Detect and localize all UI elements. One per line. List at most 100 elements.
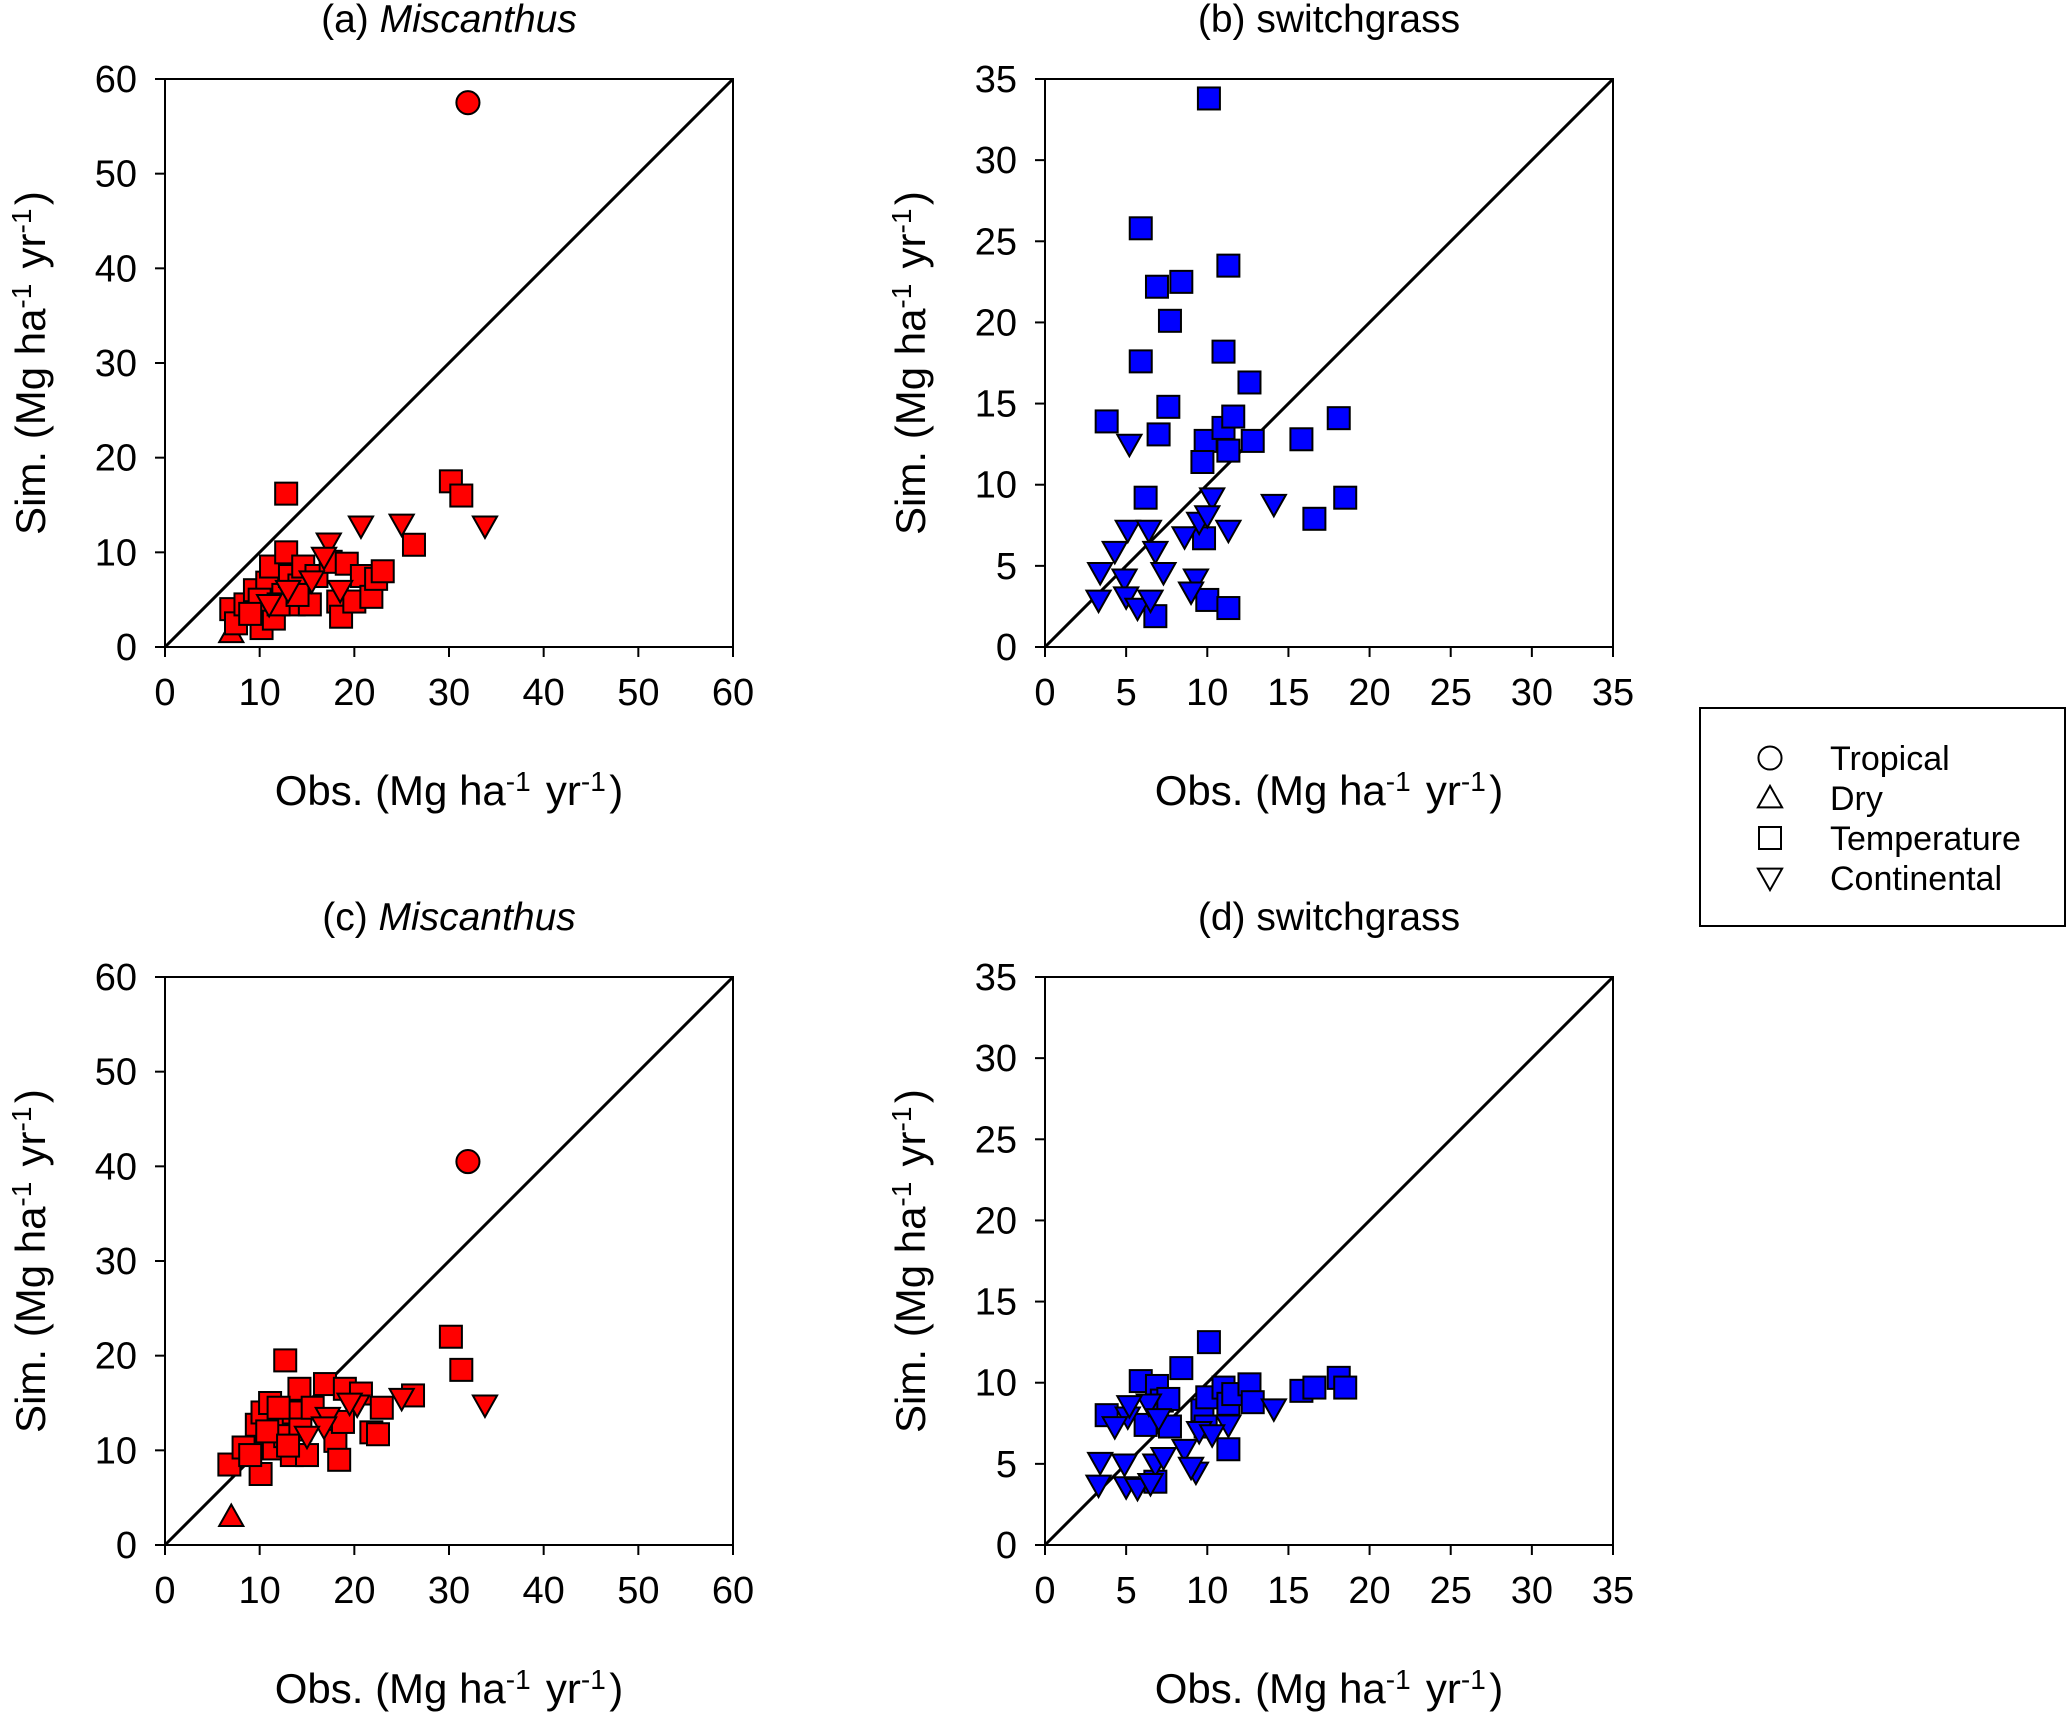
data-point-triangle-down: [1136, 1472, 1165, 1498]
data-point-triangle-down: [1086, 561, 1114, 587]
data-point-square: [1237, 370, 1262, 395]
data-point-square: [1190, 449, 1215, 474]
data-point-triangle-down: [1141, 540, 1170, 566]
data-point-square: [1157, 308, 1182, 333]
data-point-triangle-down: [1123, 597, 1152, 623]
x-tick-label: 40: [523, 672, 565, 714]
y-axis-label: Sim. (Mg ha-1 yr-1 ): [6, 191, 54, 535]
data-point-square: [1211, 339, 1236, 364]
data-point-triangle-down: [1260, 493, 1288, 519]
y-tick-label: 30: [975, 1038, 1017, 1080]
data-point-square: [274, 481, 299, 506]
data-point-triangle-down: [326, 579, 354, 605]
panel-title: (a) Miscanthus: [321, 0, 577, 41]
data-point-square: [1326, 406, 1351, 431]
data-points: [217, 90, 499, 644]
x-tick-label: 35: [1592, 672, 1634, 714]
data-point-square: [370, 559, 395, 584]
data-point-square: [287, 1376, 312, 1401]
x-tick-label: 0: [154, 1570, 175, 1612]
data-point-triangle-down: [1084, 1474, 1113, 1500]
data-point-triangle-down: [1182, 568, 1210, 593]
y-tick-label: 50: [95, 154, 137, 196]
x-tick-label: 10: [1186, 1570, 1228, 1612]
data-point-square: [1289, 427, 1314, 452]
x-tick-label: 50: [617, 1570, 659, 1612]
data-point-square: [1195, 587, 1220, 612]
legend-label: Dry: [1830, 780, 1883, 818]
data-point-triangle-down: [274, 579, 302, 605]
x-tick-label: 0: [1034, 672, 1055, 714]
y-tick-label: 5: [996, 546, 1017, 588]
data-point-triangle-down: [1115, 1395, 1144, 1420]
data-point-triangle-down: [335, 1392, 364, 1418]
data-point-triangle-down: [314, 532, 343, 558]
x-tick-label: 10: [239, 1570, 281, 1612]
one-to-one-line: [163, 77, 735, 649]
data-point-square: [1196, 86, 1221, 111]
x-axis-label: Obs. (Mg ha-1 yr-1 ): [1155, 1664, 1504, 1712]
data-point-square: [369, 1395, 394, 1420]
x-tick-label: 20: [333, 1570, 375, 1612]
legend-item: Dry: [1756, 780, 1883, 818]
data-point-square: [266, 1395, 291, 1420]
legend-square-icon: [1758, 826, 1782, 850]
y-tick-label: 15: [975, 384, 1017, 426]
data-point-triangle-down: [1135, 1393, 1163, 1418]
x-tick-label: 10: [239, 672, 281, 714]
x-tick-label: 15: [1267, 1570, 1309, 1612]
data-point-square: [238, 1443, 263, 1468]
x-tick-label: 0: [154, 672, 175, 714]
data-point-triangle-down: [347, 515, 375, 540]
data-point-square: [1216, 1437, 1241, 1462]
data-point-triangle-down: [387, 513, 416, 539]
y-tick-label: 20: [95, 1336, 137, 1378]
y-tick-label: 20: [975, 1200, 1017, 1242]
plot-frame: [1044, 78, 1614, 648]
y-tick-label: 30: [95, 1241, 137, 1283]
y-tick-label: 10: [975, 465, 1017, 507]
panel-title: (d) switchgrass: [1198, 896, 1460, 939]
y-tick-label: 15: [975, 1282, 1017, 1324]
data-point-square: [1302, 1375, 1327, 1400]
x-tick-label: 25: [1430, 672, 1472, 714]
y-tick-label: 40: [95, 248, 137, 290]
legend-item: Tropical: [1757, 740, 1950, 778]
panel-title: (c) Miscanthus: [322, 896, 576, 939]
data-point-square: [449, 483, 474, 508]
data-point-square: [449, 1357, 474, 1382]
y-tick-label: 40: [95, 1146, 137, 1188]
data-point-square: [1094, 409, 1119, 434]
y-tick-label: 35: [975, 957, 1017, 999]
y-tick-label: 20: [95, 438, 137, 480]
data-point-square: [1240, 428, 1265, 453]
y-tick-label: 50: [95, 1052, 137, 1094]
one-to-one-line: [1043, 77, 1615, 649]
data-point-triangle-down: [297, 570, 326, 595]
data-point-triangle-down: [1084, 589, 1113, 615]
data-point-triangle-down: [1136, 589, 1165, 615]
data-point-square: [1302, 506, 1327, 531]
y-tick-label: 0: [996, 627, 1017, 669]
data-point-square: [238, 601, 263, 626]
data-point-triangle-down: [1170, 526, 1199, 551]
data-point-square: [276, 1433, 301, 1458]
data-point-square: [1333, 485, 1358, 510]
data-points: [1084, 86, 1358, 629]
data-point-triangle-down: [1100, 540, 1129, 566]
y-tick-label: 35: [975, 59, 1017, 101]
data-point-triangle-down: [1170, 1438, 1199, 1464]
data-point-square: [312, 1372, 337, 1397]
data-point-triangle-down: [1110, 1453, 1139, 1478]
data-point-triangle-down: [1177, 581, 1205, 606]
x-tick-label: 30: [1511, 1570, 1553, 1612]
data-point-triangle-down: [1113, 519, 1142, 545]
data-point-square: [1240, 1390, 1265, 1415]
y-tick-label: 0: [116, 1525, 137, 1567]
y-tick-label: 0: [996, 1525, 1017, 1567]
y-tick-label: 10: [975, 1363, 1017, 1405]
data-point-triangle-down: [1260, 1398, 1288, 1423]
x-tick-label: 20: [1348, 672, 1390, 714]
